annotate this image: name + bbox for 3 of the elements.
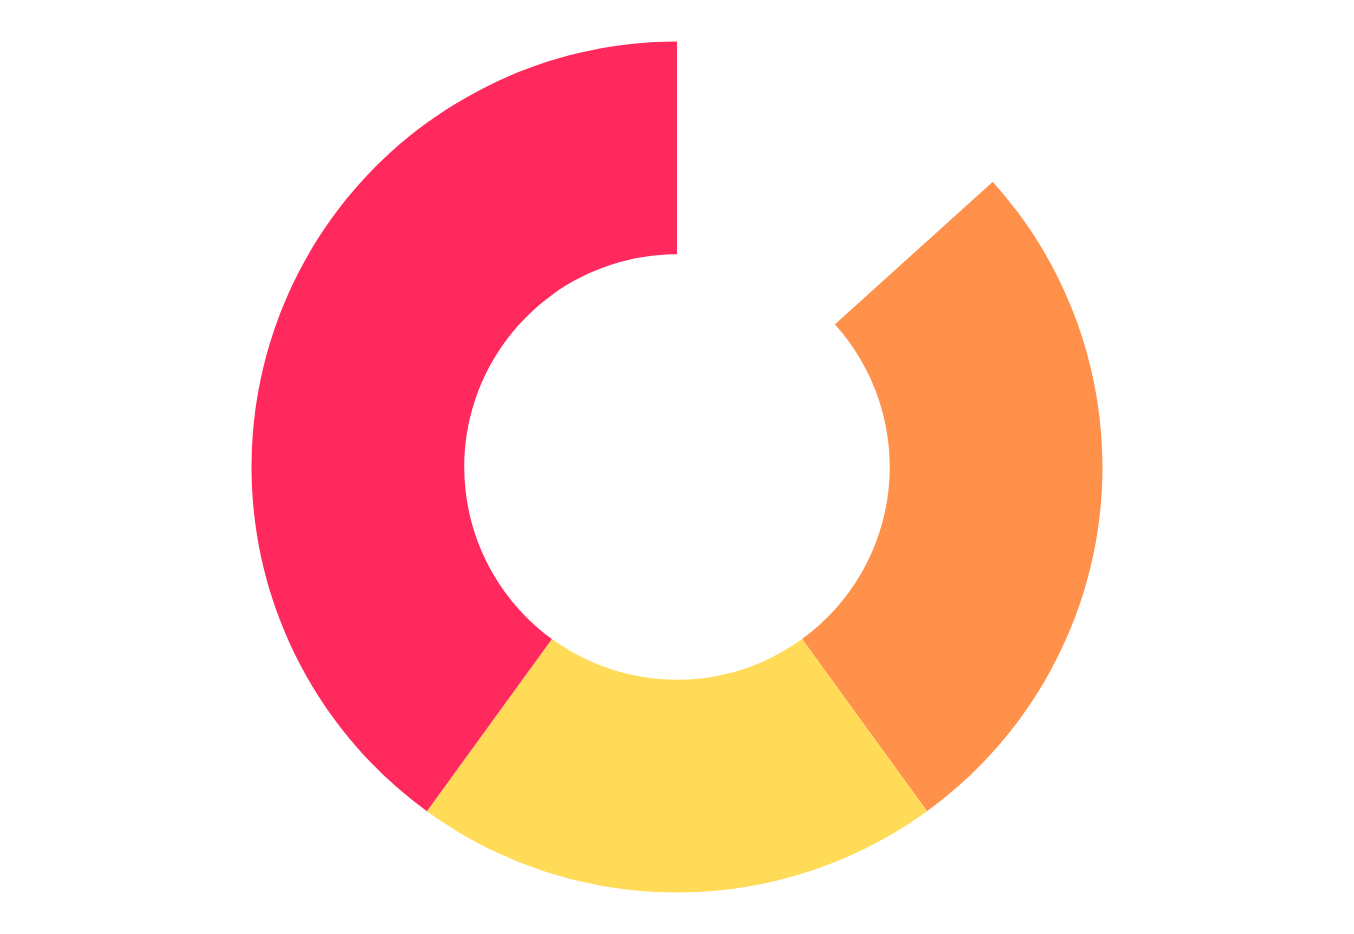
donut-slice [426, 639, 928, 893]
donut-slice [802, 181, 1103, 812]
donut-slice [251, 41, 677, 812]
